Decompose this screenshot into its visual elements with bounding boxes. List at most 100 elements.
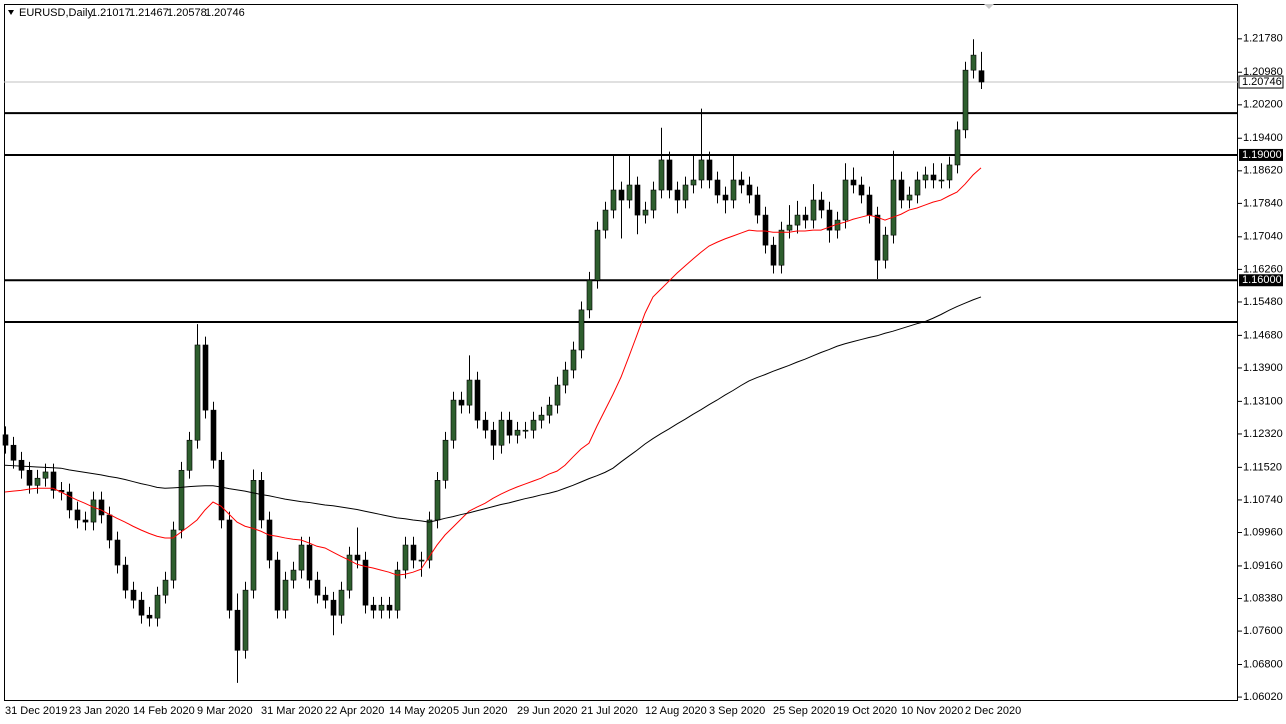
candle-body [138, 599, 145, 616]
candle-body [634, 184, 641, 216]
candle-body [930, 174, 937, 181]
candle-body [18, 459, 25, 471]
candle-body [978, 70, 985, 83]
candle-body [2, 434, 9, 446]
x-tick-label: 14 Feb 2020 [133, 705, 195, 717]
candle-body [250, 480, 257, 591]
candle-body [602, 209, 609, 231]
y-tick-label: 1.17040 [1243, 231, 1283, 243]
y-tick-label: 1.16260 [1243, 263, 1283, 275]
candle-body [234, 609, 241, 651]
candle-body [130, 589, 137, 601]
candle-body [122, 564, 129, 591]
candle-body [642, 209, 649, 216]
candle-body [770, 244, 777, 266]
y-tick-label: 1.19400 [1243, 132, 1283, 144]
candle-body [170, 529, 177, 581]
candle-body [898, 179, 905, 201]
candle-body [426, 519, 433, 561]
x-tick-label: 22 Apr 2020 [325, 705, 384, 717]
x-tick-label: 25 Sep 2020 [773, 705, 835, 717]
candle-body [698, 159, 705, 181]
candle-body [514, 429, 521, 436]
menu-arrow[interactable] [8, 10, 14, 15]
candle-body [442, 439, 449, 481]
candle-body [722, 194, 729, 201]
x-tick-label: 10 Nov 2020 [901, 705, 963, 717]
x-tick-label: 31 Mar 2020 [261, 705, 323, 717]
candle-body [778, 229, 785, 266]
header-open: 1.21017 [91, 7, 131, 19]
candle-body [786, 224, 793, 231]
candle-body [962, 69, 969, 131]
candle-body [970, 54, 977, 71]
candle-body [458, 399, 465, 406]
candle-body [706, 159, 713, 181]
y-tick-label: 1.09960 [1243, 526, 1283, 538]
candle-body [530, 419, 537, 431]
x-tick-label: 31 Dec 2019 [5, 705, 67, 717]
candle-body [402, 544, 409, 571]
candle-body [154, 594, 161, 619]
candle-body [34, 477, 41, 486]
y-tick-label: 1.17840 [1243, 197, 1283, 209]
candle-body [474, 379, 481, 421]
candle-body [906, 194, 913, 201]
candle-body [818, 199, 825, 211]
candle-body [666, 159, 673, 191]
header-close: 1.20746 [205, 7, 245, 19]
moving-average [4, 167, 982, 576]
y-tick-label: 1.11520 [1243, 461, 1282, 473]
header-high: 1.21467 [129, 7, 169, 19]
candle-body [314, 579, 321, 596]
candle-body [690, 179, 697, 186]
y-tick-label: 1.09160 [1243, 560, 1283, 572]
candle-body [938, 179, 945, 182]
candle-body [610, 189, 617, 211]
candle-body [842, 179, 849, 221]
candle-body [434, 480, 441, 521]
candle-body [802, 214, 809, 221]
moving-average [4, 296, 982, 523]
candle-body [578, 309, 585, 351]
candle-body [858, 184, 865, 196]
y-tick-label: 1.13900 [1243, 362, 1283, 374]
candle-body [658, 159, 665, 191]
candle-body [762, 214, 769, 246]
plot-frame [4, 4, 1238, 701]
candle-body [362, 559, 369, 606]
y-tick-label: 1.18620 [1243, 165, 1283, 177]
x-tick-label: 23 Jan 2020 [69, 705, 130, 717]
x-tick-label: 9 Mar 2020 [197, 705, 253, 717]
candle-body [546, 404, 553, 416]
candle-body [74, 509, 81, 521]
candle-body [538, 414, 545, 421]
candle-body [82, 519, 89, 523]
candle-body [346, 554, 353, 591]
candle-body [210, 409, 217, 461]
candle-body [490, 429, 497, 446]
candle-body [354, 554, 361, 561]
candle-body [914, 179, 921, 196]
level-label: 1.16000 [1242, 274, 1282, 286]
candle-body [226, 519, 233, 611]
candle-body [850, 179, 857, 186]
candle-body [946, 164, 953, 181]
y-tick-label: 1.06800 [1243, 658, 1283, 670]
y-tick-label: 1.13100 [1243, 395, 1283, 407]
candle-body [594, 229, 601, 281]
candle-body [882, 234, 889, 261]
candle-body [650, 189, 657, 211]
candle-body [186, 439, 193, 471]
candle-body [826, 209, 833, 231]
candle-body [306, 544, 313, 581]
candle-body [378, 604, 385, 611]
x-tick-label: 21 Jul 2020 [581, 705, 638, 717]
candle-body [410, 544, 417, 561]
x-tick-label: 5 Jun 2020 [453, 705, 507, 717]
candle-body [338, 589, 345, 616]
candle-body [418, 559, 425, 562]
candle-body [674, 189, 681, 201]
